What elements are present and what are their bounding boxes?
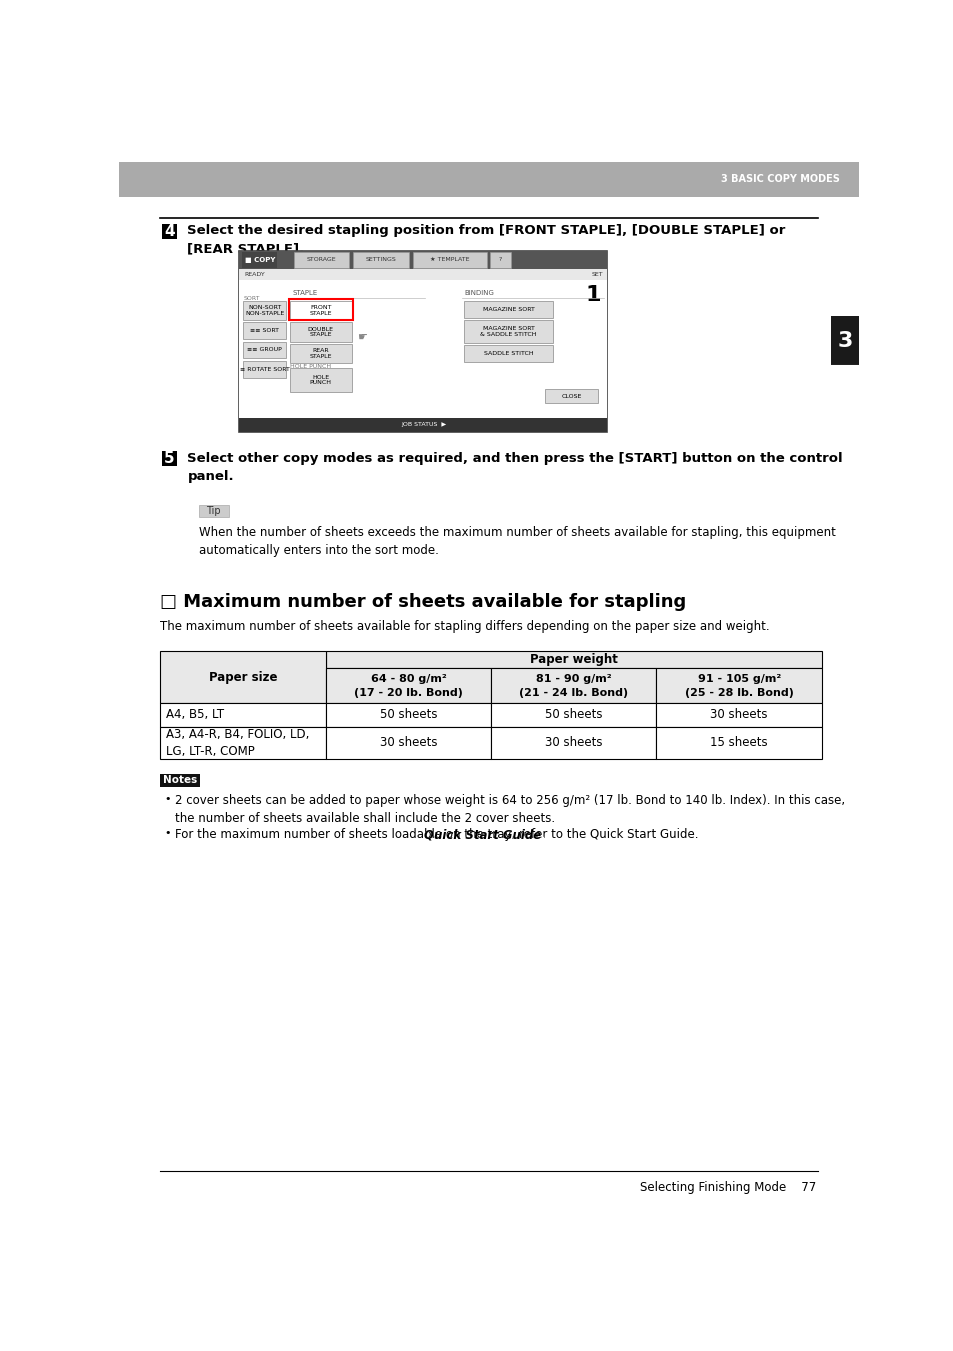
Bar [159,727,326,759]
Text: A4, B5, LT: A4, B5, LT [166,708,224,721]
Bar [290,345,352,363]
Text: READY: READY [244,272,265,277]
Bar [656,704,821,727]
Text: 4: 4 [164,224,174,239]
Bar [464,346,553,362]
Text: For the maximum number of sheets loadable on the tray, refer to the Quick Start : For the maximum number of sheets loadabl… [174,828,698,842]
Bar [491,727,656,759]
Text: ?: ? [498,258,501,262]
Bar [239,269,607,280]
Text: 30 sheets: 30 sheets [544,736,602,750]
Bar [326,704,491,727]
Bar [413,253,486,267]
Bar [243,323,286,339]
Bar [239,251,607,269]
Bar [289,299,353,320]
Text: SADDLE STITCH: SADDLE STITCH [483,351,533,357]
Bar [290,369,352,392]
Text: Paper size: Paper size [209,670,276,684]
Bar [242,253,277,267]
Text: HOLE PUNCH: HOLE PUNCH [290,363,331,369]
Text: 64 - 80 g/m²
(17 - 20 lb. Bond): 64 - 80 g/m² (17 - 20 lb. Bond) [354,674,462,697]
Bar [162,224,177,239]
Text: ☛: ☛ [356,332,367,342]
Text: FRONT
STAPLE: FRONT STAPLE [309,305,332,316]
Bar [239,280,607,431]
Text: Tip: Tip [206,505,221,516]
Text: 5: 5 [164,451,174,466]
Text: CLOSE: CLOSE [561,393,581,399]
Bar [243,342,286,358]
Text: SORT: SORT [243,296,259,301]
Bar [326,651,821,667]
Bar [162,451,177,466]
Text: SETTINGS: SETTINGS [365,258,396,262]
Text: 3 BASIC COPY MODES: 3 BASIC COPY MODES [720,174,840,185]
Bar [199,505,229,517]
Text: 30 sheets: 30 sheets [379,736,437,750]
Text: The maximum number of sheets available for stapling differs depending on the pap: The maximum number of sheets available f… [159,620,768,634]
Bar [159,651,326,704]
Bar [243,361,286,378]
Text: Quick Start Guide.: Quick Start Guide. [423,828,545,842]
Bar [831,316,858,366]
Bar [491,704,656,727]
Bar [656,667,821,704]
Text: MAGAZINE SORT
& SADDLE STITCH: MAGAZINE SORT & SADDLE STITCH [480,326,537,336]
Bar [491,667,656,704]
Text: When the number of sheets exceeds the maximum number of sheets available for sta: When the number of sheets exceeds the ma… [199,527,835,558]
Text: 91 - 105 g/m²
(25 - 28 lb. Bond): 91 - 105 g/m² (25 - 28 lb. Bond) [684,674,793,697]
Text: •: • [164,828,171,838]
Text: ★ TEMPLATE: ★ TEMPLATE [430,258,469,262]
Text: 50 sheets: 50 sheets [379,708,437,721]
Text: MAGAZINE SORT: MAGAZINE SORT [482,307,534,312]
Text: •: • [164,793,171,804]
Text: ≡ ROTATE SORT: ≡ ROTATE SORT [239,366,289,372]
Text: NON-SORT
NON-STAPLE: NON-SORT NON-STAPLE [245,305,284,316]
Text: ≡≡ SORT: ≡≡ SORT [250,328,279,334]
Text: BINDING: BINDING [464,290,494,296]
Text: Selecting Finishing Mode    77: Selecting Finishing Mode 77 [639,1181,816,1194]
Bar [159,774,199,786]
Bar [326,667,491,704]
Text: Paper weight: Paper weight [530,653,618,666]
Bar [119,162,858,197]
Text: Notes: Notes [162,775,196,785]
Text: Quick Start Guide: Quick Start Guide [423,828,540,842]
Text: ■ COPY: ■ COPY [245,257,275,263]
Text: SET: SET [592,272,603,277]
Bar [294,253,349,267]
Bar [159,704,326,727]
Bar [464,301,553,317]
Text: STORAGE: STORAGE [307,258,336,262]
Text: □ Maximum number of sheets available for stapling: □ Maximum number of sheets available for… [159,593,685,611]
Text: STAPLE: STAPLE [292,290,317,296]
Text: A3, A4-R, B4, FOLIO, LD,
LG, LT-R, COMP: A3, A4-R, B4, FOLIO, LD, LG, LT-R, COMP [166,728,309,758]
Text: 30 sheets: 30 sheets [710,708,767,721]
Bar [239,251,607,431]
Text: ≡≡ GROUP: ≡≡ GROUP [247,347,282,353]
Bar [656,727,821,759]
Text: Select other copy modes as required, and then press the [START] button on the co: Select other copy modes as required, and… [187,451,842,482]
Bar [353,253,409,267]
Text: Select the desired stapling position from [FRONT STAPLE], [DOUBLE STAPLE] or
[RE: Select the desired stapling position fro… [187,224,785,255]
Text: 3: 3 [837,331,852,351]
Text: DOUBLE
STAPLE: DOUBLE STAPLE [308,327,334,338]
Text: 50 sheets: 50 sheets [544,708,602,721]
Text: JOB STATUS  ▶: JOB STATUS ▶ [400,423,446,427]
Text: 81 - 90 g/m²
(21 - 24 lb. Bond): 81 - 90 g/m² (21 - 24 lb. Bond) [518,674,628,697]
Bar [290,301,352,320]
Bar [326,727,491,759]
Bar [489,253,511,267]
Text: 2 cover sheets can be added to paper whose weight is 64 to 256 g/m² (17 lb. Bond: 2 cover sheets can be added to paper who… [174,793,844,824]
Bar [464,320,553,343]
Text: 1: 1 [585,285,600,305]
Text: HOLE
PUNCH: HOLE PUNCH [310,374,332,385]
Bar [290,323,352,342]
Bar [239,417,607,431]
Text: REAR
STAPLE: REAR STAPLE [309,349,332,359]
Bar [545,389,598,403]
Text: 15 sheets: 15 sheets [710,736,767,750]
Bar [243,301,286,320]
